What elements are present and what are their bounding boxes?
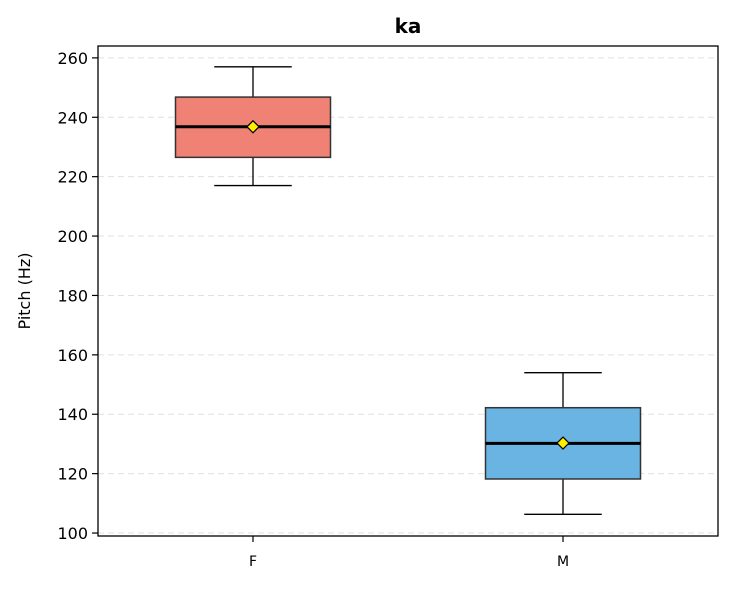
- y-axis-ticks: 100 120 140 160 180 200 220 240 260: [57, 49, 98, 543]
- y-tick-label: 220: [57, 168, 88, 187]
- boxes: [174, 66, 642, 515]
- y-tick-label: 160: [57, 346, 88, 365]
- gridlines: [98, 57, 718, 534]
- chart-title: ka: [395, 14, 422, 38]
- box-M: [484, 372, 642, 515]
- box-F: [174, 66, 332, 187]
- mean-marker: [246, 119, 260, 134]
- y-tick-label: 200: [57, 227, 88, 246]
- x-tick-label: F: [249, 554, 257, 570]
- y-tick-label: 140: [57, 405, 88, 424]
- y-axis-label: Pitch (Hz): [15, 253, 34, 330]
- mean-marker: [556, 436, 570, 450]
- y-tick-label: 260: [57, 49, 88, 68]
- y-tick-label: 180: [57, 286, 88, 305]
- y-tick-label: 100: [57, 524, 88, 543]
- x-tick-label: M: [557, 554, 569, 570]
- y-tick-label: 240: [57, 108, 88, 127]
- plot-frame: [97, 45, 719, 537]
- y-tick-label: 120: [57, 465, 88, 484]
